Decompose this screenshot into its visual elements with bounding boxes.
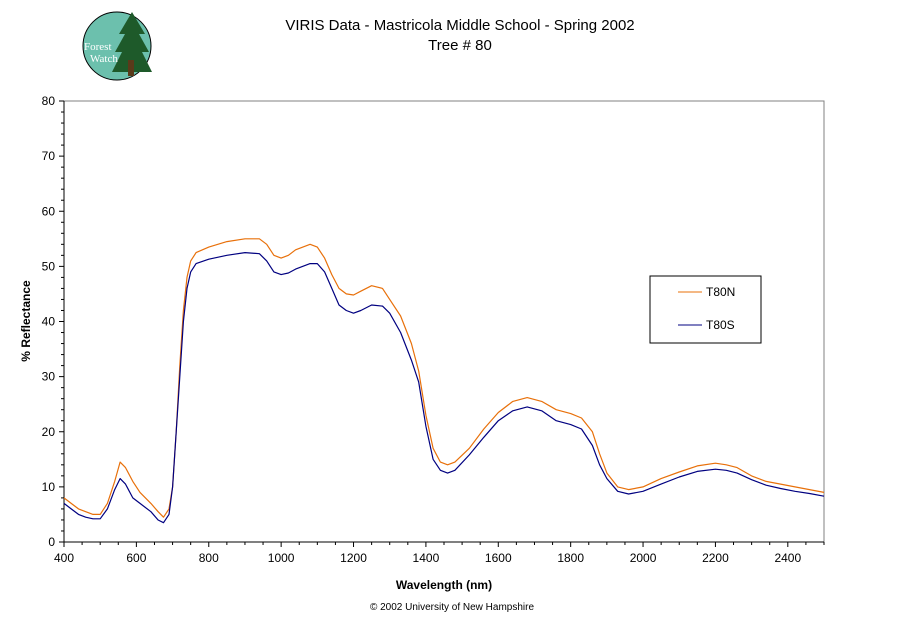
series-layer: [63, 238, 825, 524]
legend-label-t80s: T80S: [706, 318, 735, 332]
x-tick-label: 2400: [774, 551, 801, 565]
series-line-t80n: [63, 238, 825, 518]
y-tick-label: 80: [42, 94, 56, 108]
y-tick-label: 70: [42, 149, 56, 163]
x-axis-label: Wavelength (nm): [396, 578, 492, 592]
y-tick-label: 20: [42, 425, 56, 439]
axis-ticks: 400 600 800 1000 1200 1400 1600 1800 2000 2200 240…: [42, 94, 825, 565]
y-tick-label: 30: [42, 370, 56, 384]
legend: T80N T80S: [649, 275, 762, 344]
logo-text-line2: Watch: [90, 53, 118, 65]
series-line-t80s: [63, 252, 825, 524]
x-tick-label: 1400: [413, 551, 440, 565]
tree-icon: [112, 12, 152, 76]
y-tick-label: 10: [42, 480, 56, 494]
y-tick-label: 60: [42, 204, 56, 218]
x-tick-label: 1000: [268, 551, 295, 565]
x-tick-label: 1800: [557, 551, 584, 565]
x-tick-label: 2000: [630, 551, 657, 565]
x-tick-label: 400: [54, 551, 74, 565]
y-tick-label: 40: [42, 315, 56, 329]
y-axis-label: % Reflectance: [19, 280, 33, 362]
x-tick-label: 800: [199, 551, 219, 565]
x-tick-label: 2200: [702, 551, 729, 565]
y-tick-label: 50: [42, 259, 56, 273]
legend-label-t80n: T80N: [706, 285, 735, 299]
chart-title: VIRIS Data - Mastricola Middle School - …: [285, 17, 634, 34]
x-tick-label: 600: [126, 551, 146, 565]
forest-watch-logo: Forest Watch: [82, 11, 152, 81]
x-tick-label: 1600: [485, 551, 512, 565]
y-tick-label: 0: [48, 535, 55, 549]
x-tick-label: 1200: [340, 551, 367, 565]
legend-box: [649, 275, 762, 344]
chart-subtitle: Tree # 80: [428, 37, 492, 54]
copyright-notice: © 2002 University of New Hampshire: [370, 602, 535, 613]
logo-text-line1: Forest: [84, 41, 112, 53]
